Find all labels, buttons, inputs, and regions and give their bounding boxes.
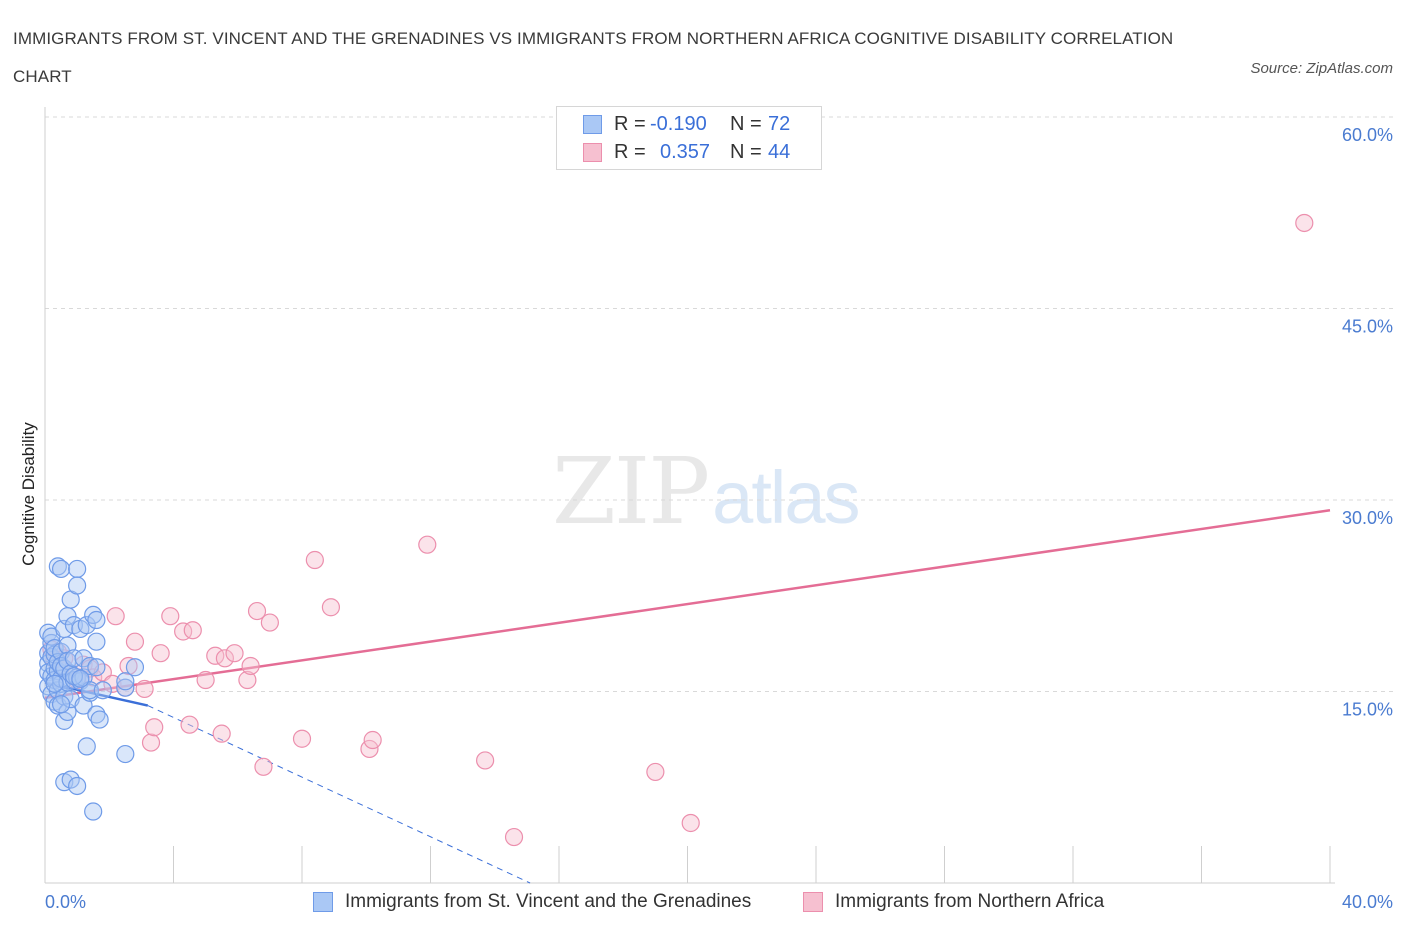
data-point-northern-africa bbox=[238, 670, 257, 690]
x-tick-label: 40.0% bbox=[1342, 892, 1393, 912]
data-point-northern-africa bbox=[254, 757, 273, 776]
data-point-st-vincent bbox=[84, 605, 103, 625]
legend-n-value: 44 bbox=[768, 140, 791, 163]
bottom-legend-swatch-blue bbox=[313, 892, 333, 912]
data-point-northern-africa bbox=[225, 644, 244, 663]
data-point-northern-africa bbox=[151, 644, 170, 663]
bottom-legend-item-pink: Immigrants from Northern Africa bbox=[803, 888, 1104, 916]
data-point-northern-africa bbox=[247, 601, 267, 621]
data-point-northern-africa bbox=[292, 729, 312, 748]
label-layer: 15.0% 30.0% 45.0% 60.0% 0.0% 40.0% Cognitive D… bbox=[19, 125, 1393, 912]
data-point-northern-africa bbox=[215, 649, 234, 668]
bottom-legend-label: Immigrants from St. Vincent and the Gren… bbox=[345, 891, 752, 912]
legend-swatch-blue bbox=[583, 114, 602, 134]
data-point-northern-africa bbox=[145, 718, 164, 737]
legend-swatch-pink bbox=[583, 142, 602, 162]
trendline-st-vincent-extrapolated bbox=[147, 705, 531, 884]
data-point-st-vincent bbox=[125, 658, 145, 677]
data-point-st-vincent bbox=[80, 656, 100, 676]
data-point-st-vincent bbox=[116, 678, 135, 697]
watermark-main: ZIP bbox=[552, 438, 710, 545]
y-tick-label: 30.0% bbox=[1342, 508, 1393, 528]
stats-legend: R = -0.190 N = 72 R = 0.357 N = 44 bbox=[556, 106, 822, 170]
data-point-northern-africa bbox=[180, 715, 199, 734]
data-point-st-vincent bbox=[116, 744, 135, 764]
y-tick-label: 45.0% bbox=[1342, 317, 1393, 337]
axis-layer bbox=[44, 107, 1335, 884]
data-point-st-vincent bbox=[84, 802, 103, 821]
data-point-northern-africa bbox=[504, 827, 524, 847]
watermark-sub: atlas bbox=[712, 456, 860, 539]
data-point-northern-africa bbox=[363, 730, 382, 750]
data-point-northern-africa bbox=[646, 762, 665, 782]
y-tick-label: 60.0% bbox=[1342, 125, 1393, 145]
data-point-st-vincent bbox=[87, 610, 106, 630]
data-point-st-vincent bbox=[71, 669, 90, 688]
data-point-northern-africa bbox=[305, 550, 324, 570]
data-point-northern-africa bbox=[241, 656, 260, 676]
data-point-northern-africa bbox=[260, 613, 279, 632]
data-point-st-vincent bbox=[51, 559, 71, 579]
data-point-st-vincent bbox=[77, 616, 96, 635]
data-point-northern-africa bbox=[321, 598, 341, 617]
bottom-legend-label: Immigrants from Northern Africa bbox=[835, 891, 1105, 912]
legend-n-label: N = bbox=[730, 140, 762, 163]
legend-r-value: 0.357 bbox=[660, 140, 711, 163]
data-point-st-vincent bbox=[51, 695, 71, 714]
bottom-legend-swatch-pink bbox=[803, 892, 823, 912]
trendline-st-vincent bbox=[44, 681, 149, 707]
data-point-st-vincent bbox=[87, 632, 106, 651]
data-point-northern-africa bbox=[418, 535, 437, 554]
x-tick-label: 0.0% bbox=[45, 892, 86, 912]
legend-n-value: 72 bbox=[768, 112, 791, 135]
source-credit: Source: ZipAtlas.com bbox=[1250, 60, 1393, 77]
data-point-st-vincent bbox=[116, 672, 135, 691]
legend-row-blue: R = -0.190 N = 72 bbox=[583, 111, 790, 137]
data-point-st-vincent bbox=[87, 658, 106, 677]
watermark: ZIPatlas bbox=[552, 438, 860, 545]
data-point-st-vincent bbox=[87, 705, 106, 724]
grid-layer bbox=[45, 116, 1395, 692]
data-point-northern-africa bbox=[141, 733, 161, 752]
chart-title: IMMIGRANTS FROM ST. VINCENT AND THE GREN… bbox=[13, 29, 1174, 86]
bottom-legend-item-blue: Immigrants from St. Vincent and the Gren… bbox=[313, 888, 751, 916]
data-point-northern-africa bbox=[196, 670, 215, 690]
data-point-st-vincent bbox=[48, 557, 67, 576]
legend-r-value: -0.190 bbox=[650, 112, 707, 135]
data-point-northern-africa bbox=[135, 679, 154, 699]
y-axis-title: Cognitive Disability bbox=[19, 422, 38, 566]
data-point-northern-africa bbox=[119, 656, 138, 676]
data-point-northern-africa bbox=[1295, 213, 1314, 233]
legend-row-pink: R = 0.357 N = 44 bbox=[583, 139, 790, 165]
trendline-northern-africa bbox=[44, 508, 1331, 700]
y-tick-label: 15.0% bbox=[1342, 700, 1393, 720]
data-point-st-vincent bbox=[64, 649, 84, 668]
data-point-northern-africa bbox=[212, 724, 231, 743]
data-point-northern-africa bbox=[125, 632, 145, 651]
data-point-st-vincent bbox=[93, 681, 112, 700]
data-point-st-vincent bbox=[45, 674, 64, 693]
data-point-northern-africa bbox=[174, 622, 193, 641]
data-point-northern-africa bbox=[183, 621, 202, 640]
legend-r-label: R = bbox=[614, 140, 646, 163]
data-point-st-vincent bbox=[77, 737, 96, 756]
legend-n-label: N = bbox=[730, 112, 762, 135]
data-point-northern-africa bbox=[476, 751, 495, 770]
data-point-northern-africa bbox=[161, 607, 180, 626]
legend-r-label: R = bbox=[614, 112, 646, 135]
data-point-st-vincent bbox=[68, 576, 87, 595]
points-layer bbox=[39, 213, 1314, 847]
data-point-northern-africa bbox=[106, 607, 125, 626]
data-point-st-vincent bbox=[68, 776, 87, 796]
data-point-st-vincent bbox=[90, 710, 109, 729]
data-point-northern-africa bbox=[681, 813, 700, 833]
data-point-st-vincent bbox=[68, 559, 87, 579]
